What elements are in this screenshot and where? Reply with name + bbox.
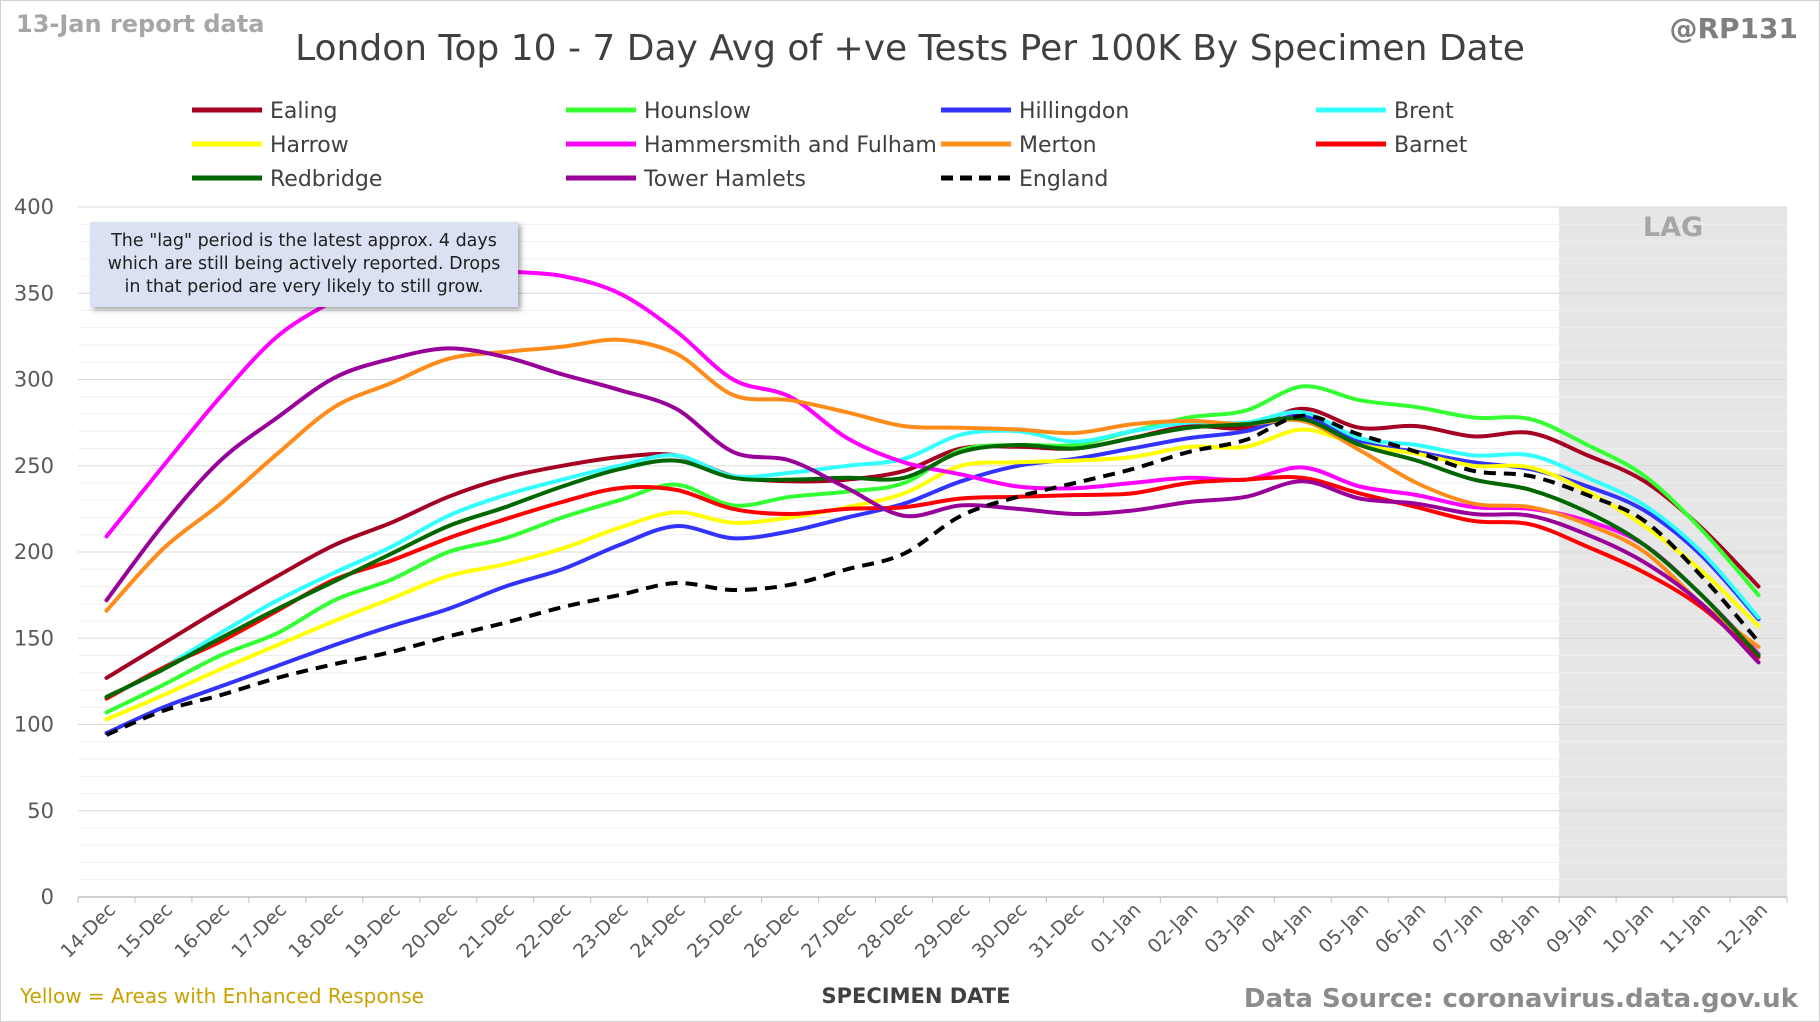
- enhanced-response-note: Yellow = Areas with Enhanced Response: [20, 984, 424, 1008]
- x-tick-label: 16-Dec: [170, 899, 234, 963]
- legend-label: Ealing: [270, 99, 338, 124]
- y-tick-label: 150: [14, 626, 54, 650]
- x-axis-title: SPECIMEN DATE: [822, 984, 1011, 1008]
- x-tick-label: 08-Jan: [1485, 899, 1544, 958]
- lag-label: LAG: [1642, 212, 1704, 243]
- x-tick-label: 10-Jan: [1599, 899, 1658, 958]
- x-tick-label: 07-Jan: [1428, 899, 1487, 958]
- x-tick-label: 24-Dec: [626, 899, 690, 963]
- y-tick-label: 350: [14, 281, 54, 305]
- chart-title: London Top 10 - 7 Day Avg of +ve Tests P…: [295, 28, 1525, 69]
- legend-label: Hillingdon: [1019, 99, 1129, 124]
- x-tick-label: 02-Jan: [1143, 899, 1202, 958]
- x-tick-label: 12-Jan: [1713, 899, 1772, 958]
- x-tick-label: 06-Jan: [1371, 899, 1430, 958]
- x-tick-label: 20-Dec: [398, 899, 462, 963]
- legend-item-hillingdon: Hillingdon: [941, 99, 1129, 124]
- x-tick-label: 30-Dec: [968, 899, 1032, 963]
- x-tick-label: 19-Dec: [341, 899, 405, 963]
- legend-label: Harrow: [270, 133, 349, 158]
- legend-item-redbridge: Redbridge: [192, 167, 382, 192]
- x-tick-label: 29-Dec: [911, 899, 975, 963]
- x-tick-label: 14-Dec: [57, 899, 121, 963]
- legend-item-harrow: Harrow: [192, 133, 349, 158]
- series-line-brent: [104, 409, 1761, 701]
- series-line-hounslow: [104, 384, 1761, 715]
- y-tick-label: 50: [27, 799, 54, 823]
- series-line-ealing: [104, 406, 1761, 680]
- series-line-harrow: [104, 427, 1761, 722]
- report-date: 13-Jan report data: [16, 10, 265, 38]
- y-tick-label: 400: [14, 195, 54, 219]
- legend-item-hammersmith-and-fulham: Hammersmith and Fulham: [566, 133, 937, 158]
- y-tick-label: 100: [14, 713, 54, 737]
- x-tick-label: 05-Jan: [1314, 899, 1373, 958]
- series-line-england: [105, 413, 1761, 737]
- x-tick-label: 03-Jan: [1200, 899, 1259, 958]
- legend-label: Hammersmith and Fulham: [644, 133, 937, 158]
- x-tick-label: 27-Dec: [797, 899, 861, 963]
- legend-item-hounslow: Hounslow: [566, 99, 751, 124]
- x-tick-label: 26-Dec: [740, 899, 804, 963]
- legend-label: England: [1019, 167, 1108, 192]
- legend-item-barnet: Barnet: [1316, 133, 1468, 158]
- legend-item-brent: Brent: [1316, 99, 1454, 124]
- x-tick-label: 11-Jan: [1656, 899, 1715, 958]
- x-tick-label: 22-Dec: [512, 899, 576, 963]
- data-source: Data Source: coronavirus.data.gov.uk: [1243, 984, 1798, 1014]
- legend-label: Barnet: [1394, 133, 1468, 158]
- y-tick-label: 300: [14, 368, 54, 392]
- legend-item-ealing: Ealing: [192, 99, 338, 124]
- lag-note: The "lag" period is the latest approx. 4…: [90, 222, 518, 307]
- x-tick-label: 18-Dec: [284, 899, 348, 963]
- x-tick-label: 31-Dec: [1025, 899, 1089, 963]
- legend-label: Hounslow: [644, 99, 751, 124]
- x-tick-label: 01-Jan: [1086, 899, 1145, 958]
- series-line-tower-hamlets: [104, 346, 1761, 665]
- legend-label: Tower Hamlets: [643, 167, 806, 192]
- legend-label: Redbridge: [270, 167, 382, 192]
- y-tick-label: 200: [14, 540, 54, 564]
- series-line-merton: [104, 337, 1761, 649]
- legend-label: Merton: [1019, 133, 1097, 158]
- x-tick-label: 17-Dec: [227, 899, 291, 963]
- y-tick-label: 0: [41, 885, 54, 909]
- x-tick-label: 04-Jan: [1257, 899, 1316, 958]
- series-line-redbridge: [104, 416, 1761, 699]
- legend-item-england: England: [941, 167, 1108, 192]
- x-tick-label: 25-Dec: [683, 899, 747, 963]
- legend-item-merton: Merton: [941, 133, 1097, 158]
- x-tick-label: 09-Jan: [1542, 899, 1601, 958]
- y-tick-label: 250: [14, 454, 54, 478]
- x-tick-label: 23-Dec: [569, 899, 633, 963]
- x-tick-label: 15-Dec: [113, 899, 177, 963]
- legend-label: Brent: [1394, 99, 1454, 124]
- series-line-barnet: [104, 474, 1761, 701]
- x-tick-label: 21-Dec: [455, 899, 519, 963]
- x-tick-label: 28-Dec: [854, 899, 918, 963]
- legend-item-tower-hamlets: Tower Hamlets: [566, 167, 806, 192]
- author-handle: @RP131: [1669, 12, 1798, 45]
